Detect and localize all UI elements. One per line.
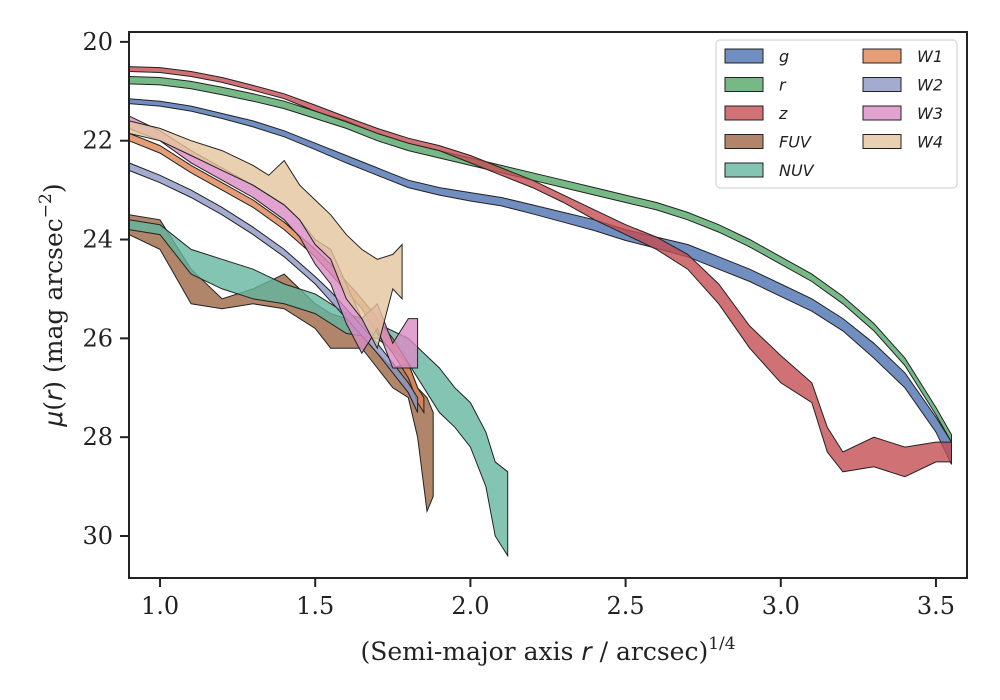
legend-item-w1: W1 <box>862 47 943 66</box>
x-axis-label-var: r <box>581 637 593 666</box>
legend-item-fuv: FUV <box>724 133 812 152</box>
y-axis-label-var: μ <box>39 411 68 428</box>
y-tick-label: 28 <box>82 423 113 451</box>
plot-frame <box>128 31 968 579</box>
y-tick-label: 26 <box>82 324 113 352</box>
y-axis: 20 22 24 26 28 30 <box>82 28 129 550</box>
legend-label: FUV <box>779 133 812 152</box>
legend-item-nuv: NUV <box>724 161 815 180</box>
legend-swatch <box>724 48 764 64</box>
legend-item-g: g <box>724 47 789 66</box>
legend-swatch <box>724 134 764 149</box>
legend-label: z <box>778 104 788 123</box>
legend-label: W3 <box>917 104 943 123</box>
y-tick-label: 24 <box>82 226 113 254</box>
legend-swatch <box>862 48 902 64</box>
legend-label: W4 <box>917 133 943 152</box>
x-axis-label-sup: 1/4 <box>708 634 735 654</box>
legend-item-r: r <box>724 76 787 95</box>
legend-item-w3: W3 <box>862 104 943 123</box>
legend-label: W1 <box>917 47 943 66</box>
legend-label: g <box>779 47 789 66</box>
legend-label: r <box>779 76 787 95</box>
y-axis-label: μ(r) (mag arcsec−2) <box>36 183 68 427</box>
y-axis-label-sup: −2 <box>36 193 56 218</box>
legend-swatch <box>862 134 902 149</box>
legend-swatch <box>724 77 764 92</box>
legend-swatch <box>724 105 764 121</box>
x-tick-label: 2.0 <box>451 592 489 620</box>
x-tick-label: 3.5 <box>917 592 955 620</box>
y-axis-label-open: ( <box>39 401 68 411</box>
series-area-g <box>129 98 952 465</box>
legend-item-w2: W2 <box>862 76 943 95</box>
x-axis-label-pre: (Semi-major axis <box>360 637 581 666</box>
x-tick-label: 2.5 <box>607 592 645 620</box>
y-tick-label: 30 <box>82 522 113 550</box>
legend-label: NUV <box>779 161 815 180</box>
series-area-w4 <box>129 120 403 350</box>
x-tick-label: 1.5 <box>296 592 334 620</box>
legend-swatch <box>862 77 902 92</box>
series-area-nuv <box>129 219 509 558</box>
legend: grz FUV NUV W1 W2 W3 W4 <box>715 39 958 189</box>
x-axis-label-mid: / arcsec) <box>592 637 709 666</box>
x-tick-label: 1.0 <box>141 592 179 620</box>
legend-item-w4: W4 <box>862 133 943 152</box>
y-axis-label-unit: ) (mag arcsec <box>39 218 68 391</box>
x-axis: 1.0 1.5 2.0 2.5 3.0 3.5 <box>141 578 955 620</box>
series-area-w1 <box>129 132 425 415</box>
y-tick-label: 20 <box>82 28 113 56</box>
legend-item-z: z <box>724 104 788 123</box>
series-area-z <box>129 66 952 478</box>
legend-swatch <box>724 162 764 178</box>
y-tick-label: 22 <box>82 127 113 155</box>
legend-label: W2 <box>917 76 943 95</box>
series-areas <box>129 66 952 558</box>
series-area-fuv <box>129 214 434 514</box>
y-axis-label-var2: r <box>39 389 68 401</box>
x-axis-label: (Semi-major axis r / arcsec)1/4 <box>360 634 735 666</box>
x-tick-label: 3.0 <box>762 592 800 620</box>
y-axis-label-close: ) <box>39 183 68 193</box>
legend-swatch <box>862 105 902 121</box>
series-area-w2 <box>129 162 419 413</box>
